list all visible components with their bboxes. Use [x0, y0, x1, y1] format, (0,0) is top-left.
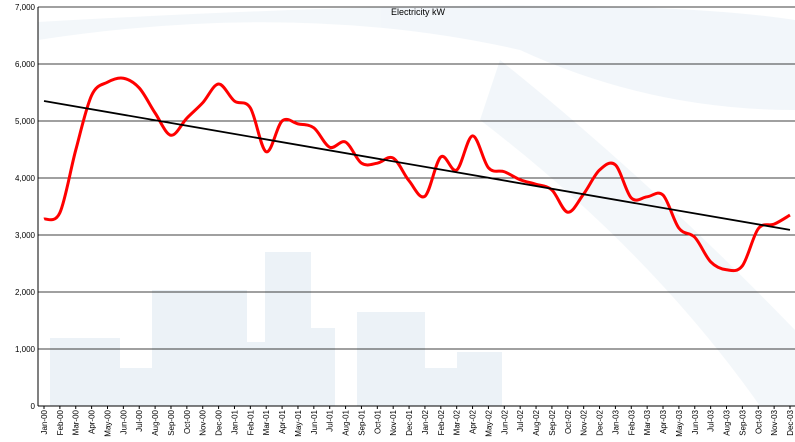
x-tick-label: Sep-01	[357, 409, 366, 435]
x-tick-label: Feb-02	[437, 409, 446, 435]
x-tick-label: Dec-00	[215, 409, 224, 435]
y-tick-label: 0	[31, 402, 36, 411]
watermark-building	[457, 352, 502, 406]
y-tick-label: 7,000	[15, 3, 36, 12]
x-tick-label: Feb-01	[246, 409, 255, 435]
x-tick-label: Mar-01	[262, 409, 271, 435]
x-tick-label: Jan-03	[611, 409, 620, 434]
x-tick-label: Jul-03	[707, 409, 716, 431]
chart-title: Electricity kW	[391, 7, 446, 17]
chart: Electricity kW 0 1,000 2,000 3,000 4,000 5,00…	[0, 0, 795, 442]
watermark-building	[310, 328, 335, 406]
x-tick-label: Feb-00	[56, 409, 65, 435]
x-tick-label: Jun-02	[500, 409, 509, 434]
x-tick-label: Mar-00	[72, 409, 81, 435]
x-tick-label: Oct-03	[754, 409, 763, 434]
x-tick-label: Sep-03	[738, 409, 747, 435]
watermark-arc	[38, 5, 795, 110]
x-tick-label: Oct-01	[373, 409, 382, 434]
watermark-building	[50, 338, 120, 406]
x-tick-label: Nov-00	[199, 409, 208, 435]
x-tick-label: Nov-03	[770, 409, 779, 435]
x-tick-label: Aug-03	[723, 409, 732, 435]
x-tick-label: Dec-01	[405, 409, 414, 435]
x-tick-label: Oct-00	[183, 409, 192, 434]
x-tick-label: Jun-01	[310, 409, 319, 434]
x-tick-label: May-00	[103, 409, 112, 436]
x-tick-label: Oct-02	[564, 409, 573, 434]
x-tick-label: Mar-02	[453, 409, 462, 435]
x-tick-label: Jun-03	[691, 409, 700, 434]
x-tick-label: Aug-01	[342, 409, 351, 435]
background-watermark	[38, 5, 795, 406]
x-tick-label: May-01	[294, 409, 303, 436]
x-tick-label: Jun-00	[119, 409, 128, 434]
x-tick-label: Jul-01	[326, 409, 335, 431]
x-tick-label: Jan-02	[421, 409, 430, 434]
y-tick-label: 6,000	[15, 60, 36, 69]
x-tick-label: Jan-01	[230, 409, 239, 434]
x-tick-label: Apr-00	[88, 409, 97, 434]
x-tick-label: Apr-01	[278, 409, 287, 434]
watermark-building	[265, 252, 311, 406]
x-tick-label: Aug-02	[532, 409, 541, 435]
x-tick-label: Apr-02	[469, 409, 478, 434]
y-tick-label: 1,000	[15, 345, 36, 354]
x-tick-label: Sep-00	[167, 409, 176, 435]
x-tick-label: Jul-00	[135, 409, 144, 431]
x-tick-label: Aug-00	[151, 409, 160, 435]
x-tick-label: Sep-02	[548, 409, 557, 435]
x-tick-label: Nov-02	[580, 409, 589, 435]
y-tick-label: 5,000	[15, 117, 36, 126]
watermark-swoosh	[480, 60, 795, 406]
trend-line	[44, 101, 790, 230]
watermark-building	[152, 290, 247, 406]
x-tick-label: Jul-02	[516, 409, 525, 431]
x-tick-label: Dec-02	[596, 409, 605, 435]
x-tick-label: Nov-01	[389, 409, 398, 435]
x-tick-label: Jan-00	[40, 409, 49, 434]
x-tick-label: May-03	[675, 409, 684, 436]
x-tick-label: Mar-03	[643, 409, 652, 435]
watermark-building	[118, 368, 153, 406]
watermark-building	[246, 342, 266, 406]
y-tick-label: 3,000	[15, 231, 36, 240]
watermark-building	[357, 312, 425, 406]
watermark-building	[425, 368, 457, 406]
x-tick-label: Dec-03	[786, 409, 795, 435]
x-tick-label: Feb-03	[627, 409, 636, 435]
x-tick-label: May-02	[484, 409, 493, 436]
y-tick-label: 2,000	[15, 288, 36, 297]
y-tick-label: 4,000	[15, 174, 36, 183]
x-tick-label: Apr-03	[659, 409, 668, 434]
